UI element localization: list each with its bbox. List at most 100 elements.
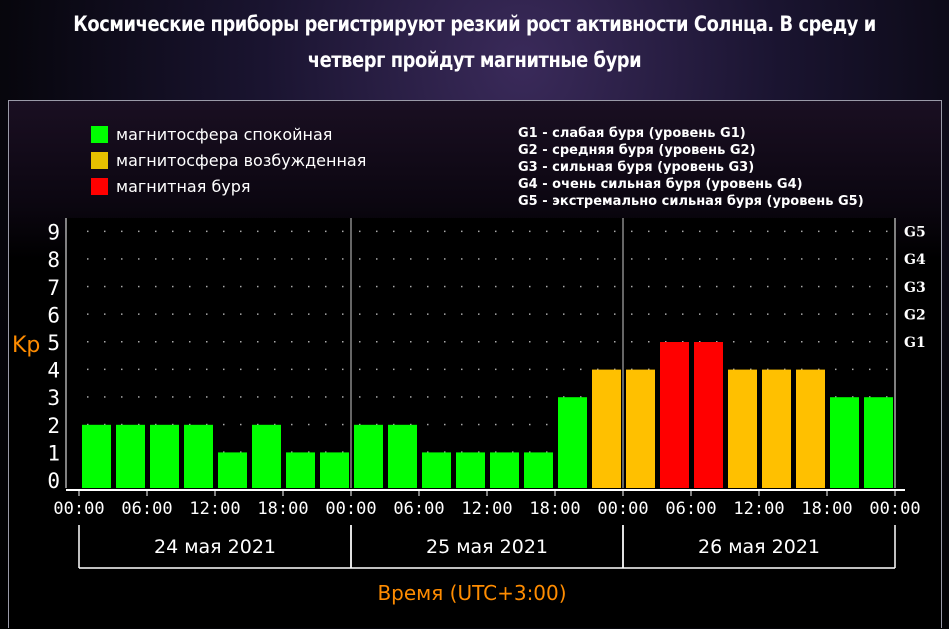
grid-dot: [189, 230, 191, 233]
bar: [660, 342, 689, 488]
x-tick-label: 06:00: [121, 499, 172, 519]
grid-dot: [427, 423, 429, 426]
grid-dot: [308, 313, 310, 315]
grid-dot: [699, 285, 701, 288]
bar: [252, 424, 281, 488]
grid-dot: [376, 313, 378, 315]
legend-label: магнитосфера спокойная: [116, 125, 332, 144]
grid-dot: [342, 368, 344, 371]
grid-dot: [495, 258, 497, 260]
grid-dot: [478, 230, 480, 233]
grid-dot: [359, 285, 361, 288]
grid-dot: [444, 341, 446, 343]
grid-dot: [87, 396, 89, 398]
bar: [218, 452, 247, 488]
grid-dot: [665, 285, 667, 288]
grid-dot: [206, 258, 208, 260]
grid-dot: [835, 230, 837, 233]
grid-dot: [223, 396, 225, 398]
grid-dot: [495, 285, 497, 288]
grid-dot: [376, 423, 378, 426]
grid-dot: [257, 396, 259, 398]
day-label: 25 мая 2021: [426, 536, 548, 558]
grid-dot: [393, 313, 395, 315]
grid-dot: [495, 313, 497, 315]
x-tick-label: 06:00: [393, 499, 444, 519]
grid-dot: [291, 396, 293, 398]
day-label: 24 мая 2021: [154, 536, 276, 558]
grid-dot: [189, 285, 191, 288]
grid-dot: [546, 258, 548, 260]
grid-dot: [393, 230, 395, 233]
grid-dot: [342, 341, 344, 343]
y-tick-label: 9: [47, 221, 60, 245]
grid-dot: [852, 341, 854, 343]
grid-dot: [172, 341, 174, 343]
grid-dot: [580, 230, 582, 233]
grid-dot: [563, 396, 565, 398]
x-tick-label: 18:00: [257, 499, 308, 519]
grid-dot: [699, 230, 701, 233]
grid-dot: [733, 285, 735, 288]
grid-dot: [274, 368, 276, 371]
grid-dot: [716, 313, 718, 315]
grid-dot: [257, 368, 259, 371]
grid-dot: [546, 451, 548, 453]
grid-dot: [546, 396, 548, 398]
grid-dot: [155, 230, 157, 233]
x-tick-label: 12:00: [733, 499, 784, 519]
grid-dot: [155, 258, 157, 260]
grid-dot: [155, 313, 157, 315]
grid-dot: [461, 230, 463, 233]
grid-dot: [121, 285, 123, 288]
grid-dot: [393, 258, 395, 260]
grid-dot: [852, 313, 854, 315]
grid-dot: [648, 341, 650, 343]
grid-dot: [461, 285, 463, 288]
grid-dot: [427, 258, 429, 260]
grid-dot: [308, 258, 310, 260]
grid-dot: [461, 258, 463, 260]
grid-dot: [121, 313, 123, 315]
grid-dot: [410, 368, 412, 371]
grid-dot: [648, 230, 650, 233]
grid-dot: [240, 258, 242, 260]
bar: [762, 369, 791, 488]
bar: [354, 424, 383, 488]
grid-dot: [121, 341, 123, 343]
grid-dot: [172, 258, 174, 260]
grid-dot: [818, 285, 820, 288]
grid-dot: [461, 396, 463, 398]
grid-dot: [886, 313, 888, 315]
grid-dot: [342, 313, 344, 315]
grid-dot: [767, 285, 769, 288]
grid-dot: [886, 341, 888, 343]
grid-dot: [835, 313, 837, 315]
grid-dot: [410, 285, 412, 288]
grid-dot: [665, 230, 667, 233]
grid-dot: [716, 341, 718, 343]
grid-dot: [597, 230, 599, 233]
grid-dot: [869, 396, 871, 398]
grid-dot: [427, 451, 429, 453]
x-tick-label: 06:00: [665, 499, 716, 519]
grid-dot: [733, 313, 735, 315]
grid-dot: [478, 313, 480, 315]
grid-dot: [512, 396, 514, 398]
grid-dot: [546, 341, 548, 343]
grid-dot: [444, 285, 446, 288]
grid-dot: [121, 230, 123, 233]
grid-dot: [444, 396, 446, 398]
grid-dot: [801, 285, 803, 288]
grid-dot: [801, 258, 803, 260]
grid-dot: [291, 313, 293, 315]
grid-dot: [155, 341, 157, 343]
grid-dot: [342, 230, 344, 233]
grid-dot: [444, 258, 446, 260]
g-level-label: G4: [904, 252, 926, 268]
grid-dot: [342, 396, 344, 398]
grid-dot: [801, 313, 803, 315]
grid-dot: [240, 396, 242, 398]
grid-dot: [733, 230, 735, 233]
grid-dot: [189, 368, 191, 371]
